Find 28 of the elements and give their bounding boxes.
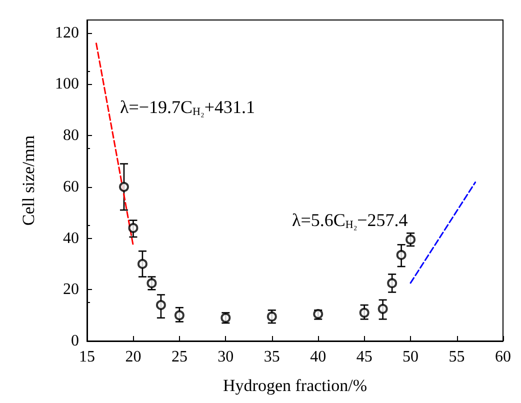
x-tick-label: 50 (402, 348, 419, 366)
point (128, 223, 138, 234)
x-tick-label: 40 (310, 348, 326, 366)
x-tick-label: 55 (448, 348, 465, 366)
point (174, 310, 184, 320)
y-tick-label: 120 (55, 24, 79, 42)
point (137, 258, 148, 269)
x-tick-label: 60 (495, 348, 511, 366)
y-tick-label: 40 (63, 230, 79, 247)
x-axis-title: Hydrogen fraction/% (223, 376, 367, 395)
point (118, 182, 129, 192)
y-tick-label: 60 (63, 178, 79, 196)
y-tick-label: 100 (55, 76, 79, 93)
point (359, 308, 370, 318)
point (378, 304, 388, 314)
x-tick-label: 35 (264, 348, 280, 366)
x-tick-label: 20 (125, 348, 142, 366)
point (387, 278, 398, 288)
x-tick-label: 25 (171, 348, 188, 366)
point (396, 250, 406, 260)
x-tick-label: 30 (218, 348, 234, 366)
y-tick-label: 0 (71, 332, 79, 350)
y-axis-title: Cell size/mm (19, 135, 38, 226)
point (156, 300, 166, 310)
y-tick-label: 80 (63, 127, 79, 144)
x-tick-label: 45 (356, 348, 372, 366)
x-tick-label: 15 (79, 348, 95, 366)
y-tick-label: 20 (63, 281, 79, 298)
